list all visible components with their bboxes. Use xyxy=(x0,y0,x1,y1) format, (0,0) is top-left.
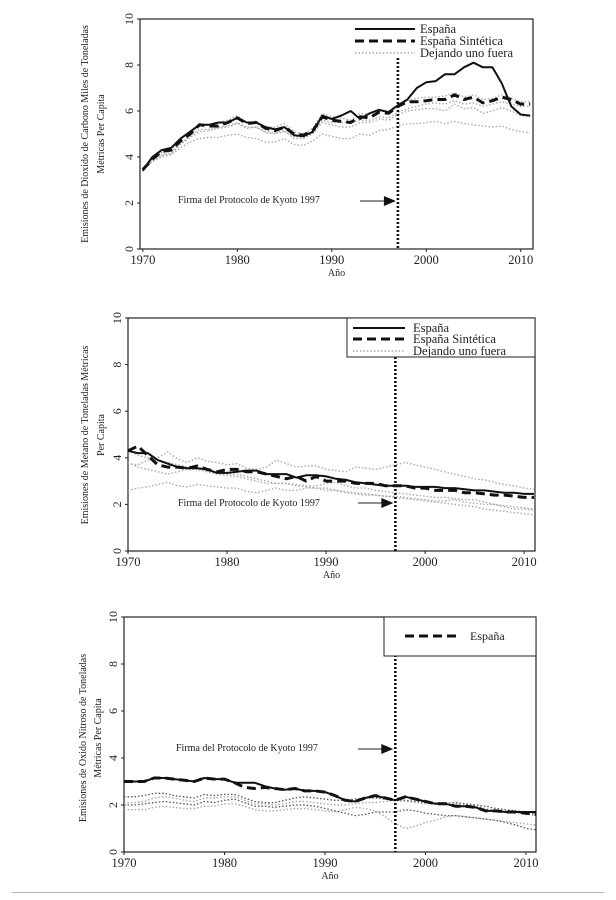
x-tick-label: 1970 xyxy=(130,253,155,267)
x-tick-label: 1980 xyxy=(225,253,250,267)
annotation-text: Firma del Protocolo de Kyoto 1997 xyxy=(176,743,318,754)
arrow-right-icon xyxy=(381,498,394,508)
y-tick-label: 0 xyxy=(110,548,124,554)
y-tick-label: 0 xyxy=(122,246,136,252)
x-axis-label: Año xyxy=(328,268,345,279)
x-tick-label: 1970 xyxy=(112,856,137,870)
y-tick-label: 0 xyxy=(106,849,120,855)
legend-label: España xyxy=(420,22,457,36)
series-line-synthetic-spain xyxy=(124,776,537,816)
series-line-spain xyxy=(141,61,531,172)
legend-label: España xyxy=(413,321,450,335)
y-tick-label: 4 xyxy=(110,455,124,461)
x-tick-label: 1990 xyxy=(312,856,337,870)
legend-label: Dejando uno fuera xyxy=(413,344,506,358)
series-line-leave-one-out xyxy=(142,99,531,171)
y-tick-label: 4 xyxy=(106,755,120,761)
plot-frame xyxy=(139,18,534,250)
y-tick-label: 10 xyxy=(122,13,136,25)
x-tick-label: 1980 xyxy=(215,555,240,569)
y-tick-label: 8 xyxy=(106,661,120,667)
series-line-leave-one-out xyxy=(127,461,535,510)
chart-panel-2: 0 2 4 6 8 10 1970 1980 1990 2000 2010 Año Emisiones … xyxy=(80,312,537,581)
series-line-leave-one-out xyxy=(124,798,537,831)
x-tick-label: 2010 xyxy=(508,253,533,267)
y-axis-label: Per Capita xyxy=(96,413,107,455)
x-tick-label: 2000 xyxy=(413,856,438,870)
x-tick-label: 1990 xyxy=(319,253,344,267)
series-line-spain xyxy=(127,449,534,495)
y-axis-label: Emisiones de Dioxido de Carbono Miles de… xyxy=(80,25,91,243)
x-axis-label: Año xyxy=(323,570,340,581)
series-line-leave-one-out xyxy=(142,91,531,169)
legend: España xyxy=(383,616,537,657)
annotation-text: Firma del Protocolo de Kyoto 1997 xyxy=(178,195,320,206)
y-tick-label: 10 xyxy=(110,312,124,324)
y-axis-label: Emisiones de Oxido Nitroso de Toneladas xyxy=(78,654,89,822)
y-axis-label: Emisiones de Metano de Toneladas Métrica… xyxy=(80,346,91,525)
plot-frame xyxy=(127,317,536,552)
series-line-leave-one-out xyxy=(127,451,535,490)
y-axis-label: Métricas Per Capita xyxy=(96,94,107,174)
x-tick-label: 2000 xyxy=(414,253,439,267)
legend-label: Dejando uno fuera xyxy=(420,46,513,60)
x-tick-label: 2010 xyxy=(513,856,538,870)
series-line-leave-one-out xyxy=(142,103,531,172)
series-line-synthetic-spain xyxy=(127,444,534,499)
legend-label: España Sintética xyxy=(420,34,503,48)
x-tick-label: 1980 xyxy=(212,856,237,870)
x-tick-label: 2010 xyxy=(512,555,537,569)
series-line-leave-one-out xyxy=(142,120,531,172)
x-tick-label: 2000 xyxy=(413,555,438,569)
legend-label: España xyxy=(470,629,505,643)
arrow-right-icon xyxy=(383,196,396,206)
y-tick-label: 6 xyxy=(106,708,120,714)
y-tick-label: 6 xyxy=(110,408,124,414)
x-axis-label: Año xyxy=(321,871,338,882)
y-tick-label: 10 xyxy=(106,611,120,623)
y-tick-label: 6 xyxy=(122,108,136,114)
bottom-divider xyxy=(12,892,604,893)
series-line-leave-one-out xyxy=(127,481,535,511)
y-tick-label: 2 xyxy=(106,802,120,808)
series-line-synthetic-spain xyxy=(141,93,531,171)
y-tick-label: 8 xyxy=(110,362,124,368)
y-axis-label: Métricas Per Capita xyxy=(93,698,104,778)
x-tick-label: 1970 xyxy=(116,555,141,569)
chart-panel-1: 0 2 4 6 8 10 1970 1980 1990 2000 2010 Año Emisiones … xyxy=(80,13,534,279)
y-tick-label: 4 xyxy=(122,154,136,160)
y-tick-label: 8 xyxy=(122,62,136,68)
annotation-text: Firma del Protocolo de Kyoto 1997 xyxy=(178,498,320,509)
legend-label: España Sintética xyxy=(413,332,496,346)
series-line-leave-one-out xyxy=(124,792,537,816)
x-tick-label: 1990 xyxy=(314,555,339,569)
y-tick-label: 2 xyxy=(122,200,136,206)
y-tick-label: 2 xyxy=(110,501,124,507)
chart-panel-3: 0 2 4 6 8 10 1970 1980 1990 2000 2010 Año Emisiones … xyxy=(78,611,538,882)
plot-frame xyxy=(123,616,537,853)
arrow-right-icon xyxy=(381,744,394,754)
